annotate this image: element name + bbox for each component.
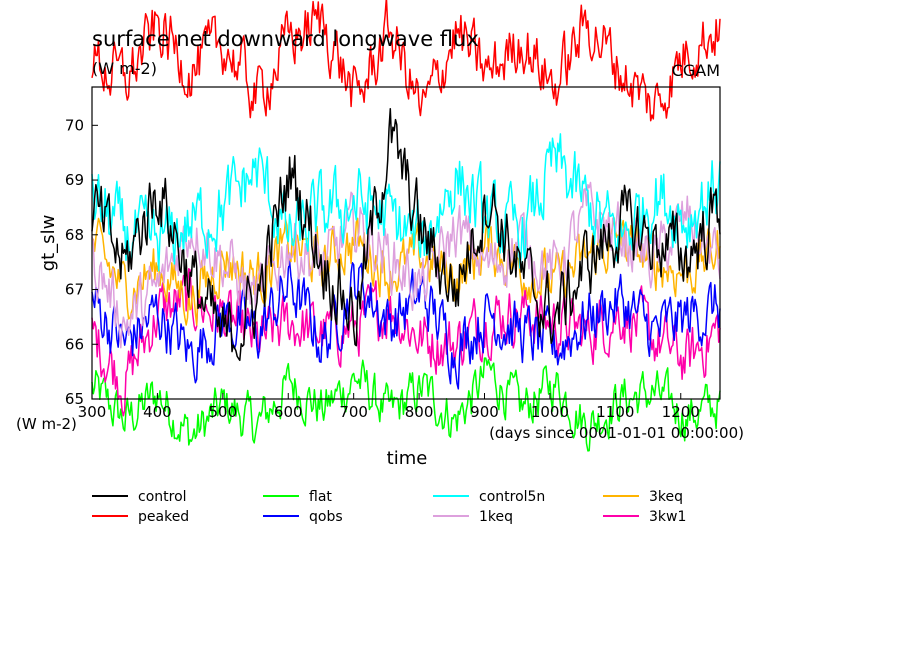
x-axis-units: (days since 0001-01-01 00:00:00) xyxy=(489,424,744,442)
series-line-3kw1 xyxy=(91,268,721,417)
legend-label-control5n: control5n xyxy=(479,489,545,505)
y-tick-label: 68 xyxy=(65,226,84,244)
x-tick-label: 500 xyxy=(209,403,238,421)
y-axis-units: (W m-2) xyxy=(16,415,77,433)
x-tick-label: 1000 xyxy=(531,403,569,421)
y-tick-label: 70 xyxy=(65,116,84,134)
plot-frame xyxy=(91,86,721,400)
y-tick-label: 67 xyxy=(65,281,84,299)
legend-label-3kw1: 3kw1 xyxy=(649,509,686,525)
x-tick-label: 1100 xyxy=(596,403,634,421)
x-axis-ticks: 300 400 500 600 700 800 900 1000 1100 1200 xyxy=(78,393,700,421)
y-axis-ticks: 65 66 67 68 69 70 xyxy=(65,116,98,408)
legend-label-peaked: peaked xyxy=(138,509,189,525)
y-tick-label: 65 xyxy=(65,390,84,408)
y-axis-label: gt_slw xyxy=(38,215,59,272)
legend-label-qobs: qobs xyxy=(309,509,343,525)
x-tick-label: 900 xyxy=(470,403,499,421)
legend: control peaked flat qobs control5n 1keq 3keq 3k… xyxy=(92,489,686,525)
legend-label-1keq: 1keq xyxy=(479,509,513,525)
x-tick-label: 800 xyxy=(405,403,434,421)
x-tick-label: 700 xyxy=(339,403,368,421)
y-tick-label: 66 xyxy=(65,335,84,353)
series-line-control xyxy=(91,107,721,362)
y-tick-label: 69 xyxy=(65,171,84,189)
x-axis-label: time xyxy=(387,448,428,469)
x-tick-label: 600 xyxy=(274,403,303,421)
x-tick-label: 400 xyxy=(143,403,172,421)
series-lines xyxy=(91,0,721,452)
source-label: CGAM xyxy=(672,61,720,80)
x-tick-label: 300 xyxy=(78,403,107,421)
series-line-peaked xyxy=(91,0,721,122)
chart-title: surface net downward longwave flux xyxy=(92,27,479,51)
legend-label-control: control xyxy=(138,489,187,505)
series-line-flat xyxy=(91,357,721,452)
series-line-control5n xyxy=(91,133,721,272)
legend-label-flat: flat xyxy=(309,489,332,505)
chart-units: (W m-2) xyxy=(92,59,157,78)
legend-label-3keq: 3keq xyxy=(649,489,683,505)
x-tick-label: 1200 xyxy=(662,403,700,421)
series-line-qobs xyxy=(91,259,721,390)
